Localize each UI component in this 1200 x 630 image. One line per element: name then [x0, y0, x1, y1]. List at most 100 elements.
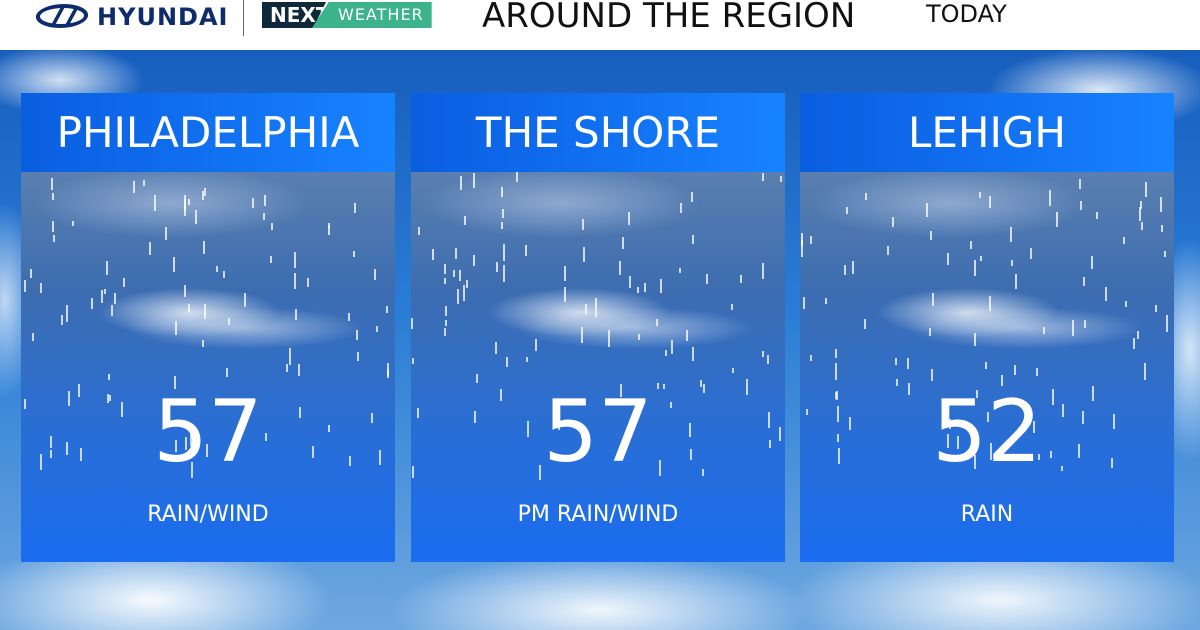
raindrop [835, 391, 838, 399]
raindrop [113, 292, 116, 304]
raindrop [385, 305, 388, 314]
raindrop [1049, 189, 1052, 206]
condition: RAIN [960, 502, 1014, 527]
raindrop [133, 180, 136, 194]
raindrop [328, 222, 331, 229]
raindrop [202, 340, 205, 347]
raindrop [621, 446, 624, 452]
raindrop [699, 379, 702, 388]
raindrop [1042, 327, 1045, 335]
period-label: TODAY [926, 0, 1007, 28]
raindrop [194, 209, 197, 225]
raindrop [79, 448, 82, 461]
raindrop [244, 292, 247, 307]
raindrop [837, 448, 840, 464]
next-weather-logo: NEXT WEATHER [262, 2, 432, 28]
raindrop [411, 318, 414, 329]
raindrop [265, 432, 268, 441]
raindrop [594, 304, 597, 317]
raindrop [1078, 443, 1081, 458]
raindrop [1104, 286, 1107, 302]
raindrop [456, 289, 459, 304]
raindrop [1051, 388, 1054, 405]
raindrop [78, 384, 81, 398]
raindrop [459, 269, 462, 281]
raindrop [836, 405, 839, 422]
raindrop [1160, 225, 1163, 232]
raindrop [730, 304, 733, 311]
raindrop [24, 398, 27, 410]
temperature: 57 [543, 382, 653, 482]
raindrop [123, 277, 126, 287]
raindrop [621, 236, 624, 249]
raindrop [594, 297, 597, 306]
raindrop [986, 411, 989, 422]
raindrop [107, 373, 110, 381]
raindrop [40, 282, 43, 294]
raindrop [974, 332, 977, 346]
raindrop [444, 277, 447, 284]
raindrop [417, 226, 420, 236]
raindrop [187, 199, 190, 205]
raindrop [387, 362, 390, 378]
raindrop [187, 303, 190, 312]
raindrop [90, 297, 93, 310]
raindrop [251, 197, 254, 208]
raindrop [1144, 182, 1147, 198]
rain-clouds-icon: 57 PM RAIN/WIND [411, 172, 785, 562]
raindrop [1014, 364, 1017, 375]
raindrop [1133, 338, 1136, 350]
raindrop [1112, 414, 1115, 430]
raindrop [732, 368, 735, 374]
raindrop [39, 453, 42, 471]
raindrop [1091, 385, 1094, 402]
raindrop [352, 251, 355, 257]
raindrop [412, 465, 415, 478]
raindrop [356, 351, 359, 362]
raindrop [288, 348, 291, 366]
raindrop [1136, 331, 1139, 340]
temperature: 52 [932, 382, 1042, 482]
raindrop [835, 348, 838, 358]
raindrop [472, 254, 475, 266]
raindrop [1032, 421, 1035, 434]
raindrop [581, 326, 584, 343]
raindrop [1082, 277, 1085, 286]
divider [243, 0, 244, 36]
raindrop [495, 262, 498, 273]
raindrop [173, 257, 175, 272]
raindrop [1144, 363, 1147, 380]
raindrop [525, 356, 528, 363]
raindrop [636, 287, 639, 294]
raindrop [746, 379, 749, 395]
raindrop [886, 245, 889, 256]
raindrop [691, 192, 694, 202]
raindrop [929, 328, 932, 337]
raindrop [1090, 255, 1093, 269]
raindrop [638, 334, 641, 340]
raindrop [464, 216, 467, 226]
raindrop [356, 330, 359, 341]
raindrop [226, 367, 229, 378]
temperature: 57 [153, 382, 263, 482]
raindrop [845, 207, 848, 215]
raindrop [703, 384, 706, 393]
raindrop [189, 433, 192, 446]
raindrop [51, 192, 54, 200]
raindrop [164, 227, 167, 241]
rain-clouds-icon: 57 RAIN/WIND [21, 172, 395, 562]
raindrop [801, 240, 804, 257]
raindrop [271, 222, 274, 230]
raindrop [298, 406, 301, 418]
raindrop [354, 203, 357, 214]
raindrop [106, 260, 109, 276]
raindrop [286, 363, 289, 372]
raindrop [463, 285, 466, 302]
raindrop [444, 306, 447, 316]
raindrop [294, 273, 297, 290]
raindrop [52, 220, 55, 232]
raindrop [969, 240, 972, 249]
raindrop [23, 279, 26, 292]
raindrop [907, 357, 910, 370]
panel-philadelphia: PHILADELPHIA 57 RAIN/WIND [21, 93, 395, 562]
